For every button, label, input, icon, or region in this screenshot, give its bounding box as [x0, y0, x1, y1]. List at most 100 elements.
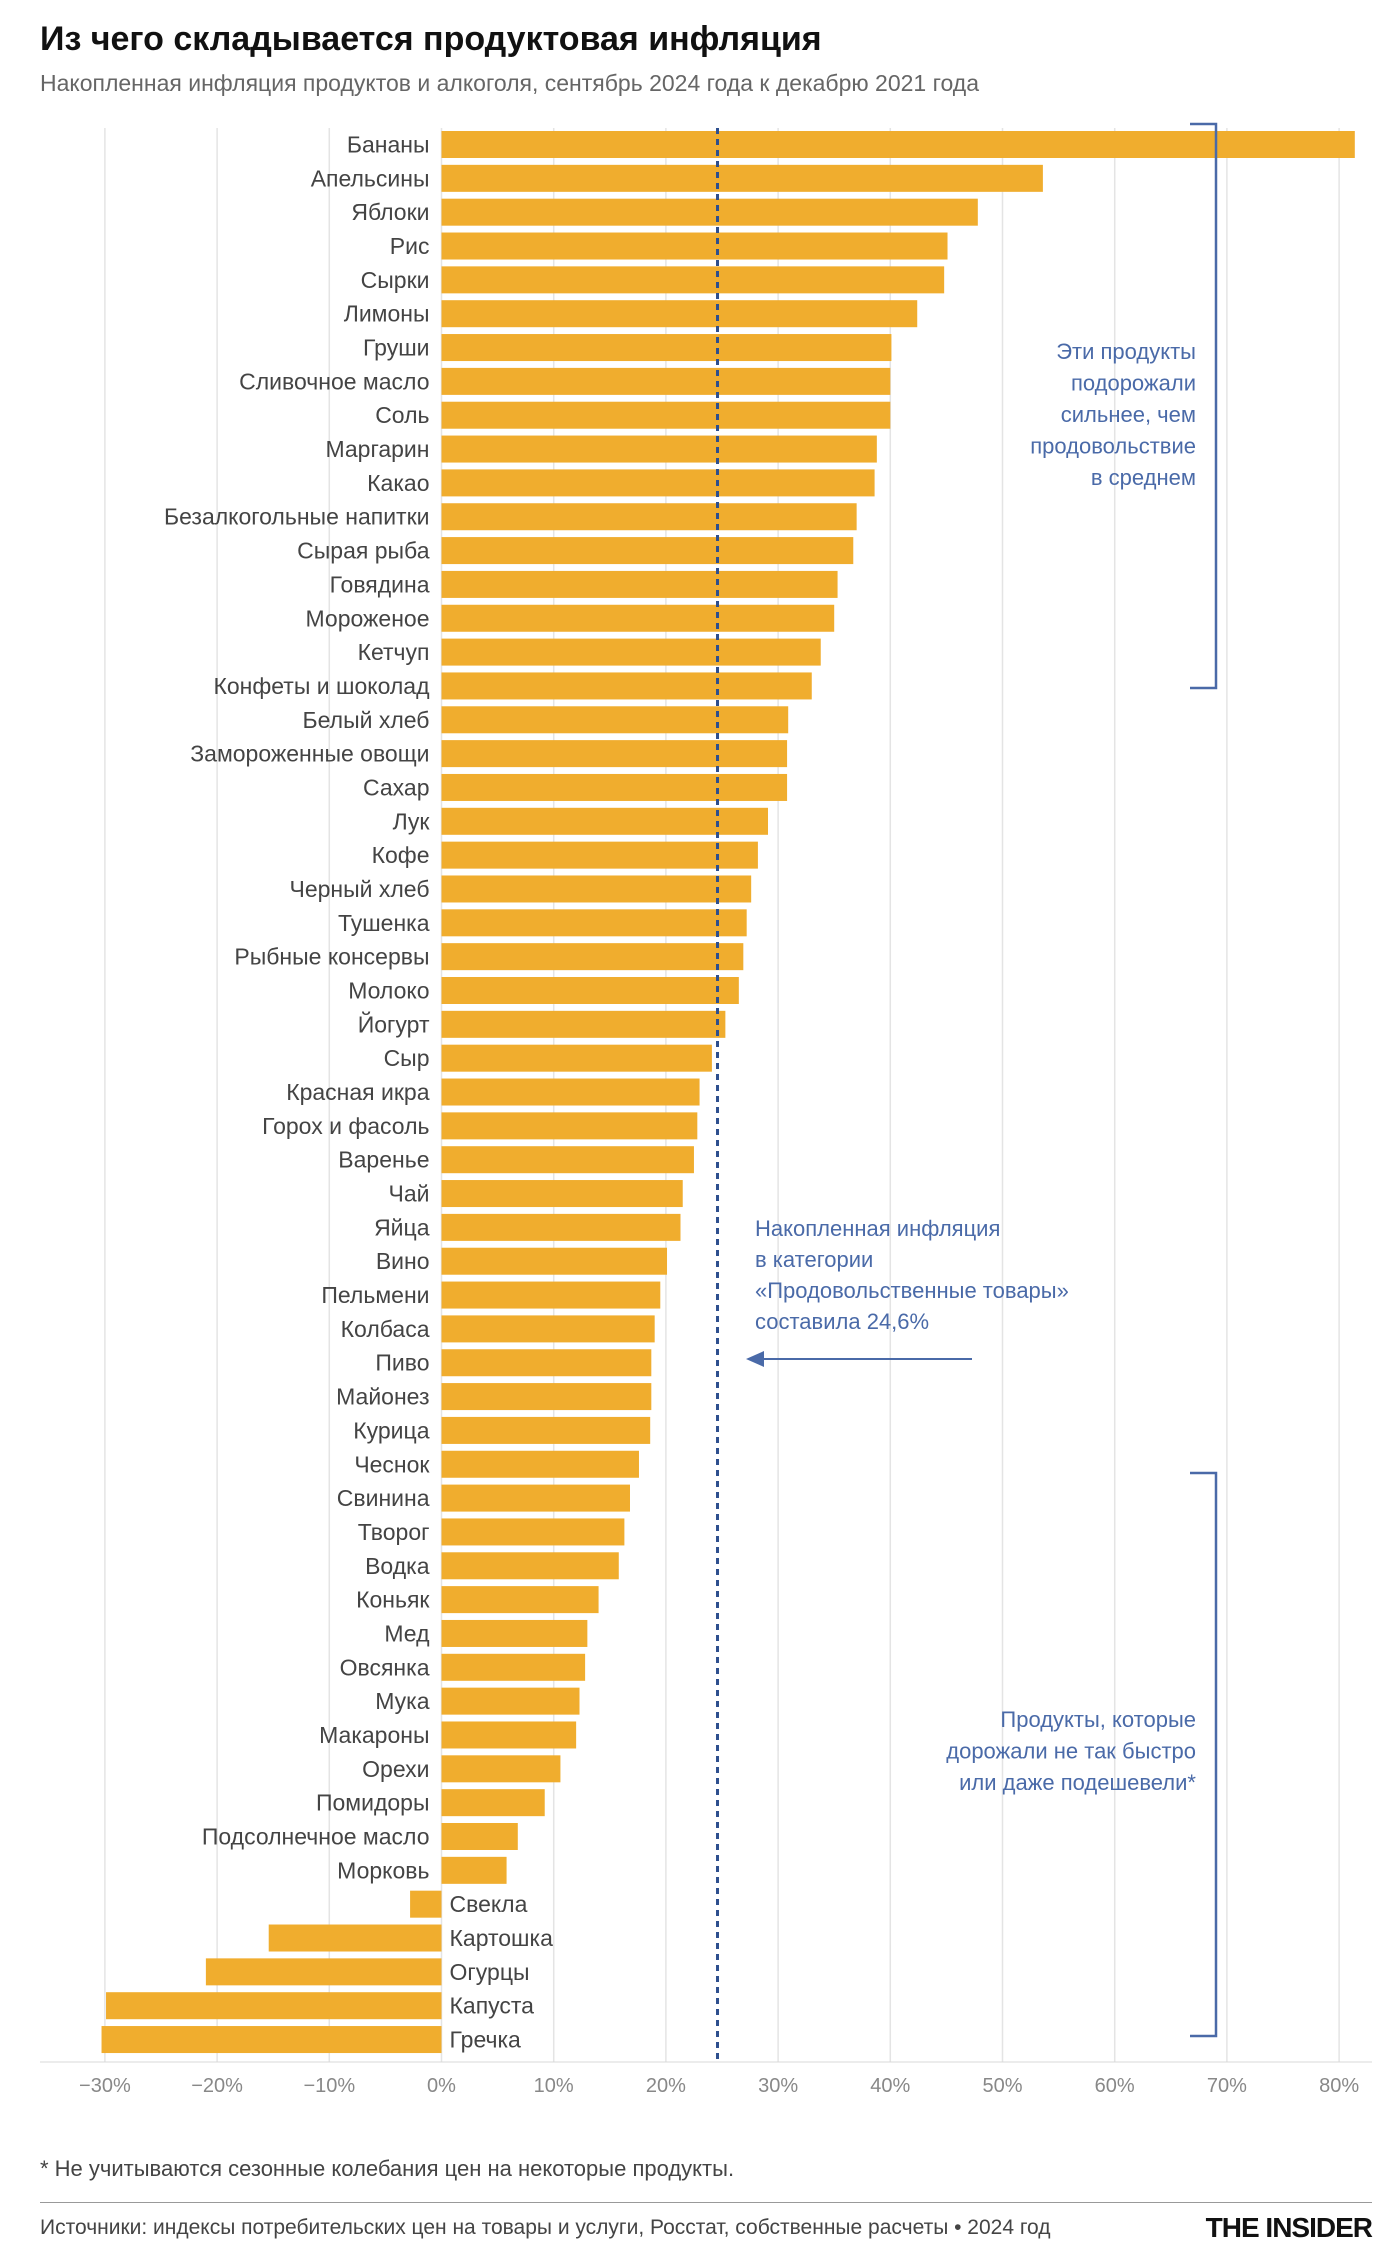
category-label: Горох и фасоль [262, 1113, 429, 1139]
category-label: Мед [384, 1620, 430, 1646]
bar [441, 1416, 651, 1444]
bar [441, 1247, 668, 1275]
category-label: Говядина [330, 571, 430, 597]
category-label: Вино [376, 1248, 430, 1274]
category-label: Кетчуп [358, 639, 430, 665]
x-tick-label: 70% [1207, 2075, 1247, 2097]
category-label: Конфеты и шоколад [213, 673, 430, 699]
bar [441, 1180, 683, 1208]
bar [441, 875, 752, 903]
x-tick-label: 30% [758, 2075, 798, 2097]
lower-group-annotation-line: или даже подешевели* [959, 1770, 1196, 1795]
category-label: Маргарин [325, 436, 429, 462]
category-label: Коньяк [356, 1587, 430, 1613]
bar [441, 367, 891, 395]
category-label: Варенье [338, 1147, 429, 1173]
x-tick-label: 50% [982, 2075, 1022, 2097]
bar [441, 672, 812, 700]
bar [441, 1518, 625, 1546]
category-label: Курица [353, 1417, 429, 1443]
bar [441, 1112, 698, 1140]
bar [441, 1586, 599, 1614]
category-label: Груши [363, 335, 430, 361]
bar [101, 2026, 442, 2054]
category-label: Лимоны [344, 301, 430, 327]
category-label: Сырки [361, 267, 430, 293]
x-tick-label: −30% [79, 2075, 131, 2097]
category-label: Апельсины [311, 165, 430, 191]
bar [441, 1721, 577, 1749]
bar [441, 1450, 639, 1478]
annotations: Накопленная инфляция в категории «Продовол… [746, 122, 1218, 2038]
category-label: Подсолнечное масло [202, 1824, 430, 1850]
bar [441, 1856, 507, 1884]
category-label: Яблоки [351, 199, 429, 225]
category-label: Мука [375, 1688, 429, 1714]
bar [441, 232, 948, 260]
reference-annotation-line: Накопленная инфляция [755, 1216, 1000, 1241]
category-label: Белый хлеб [303, 707, 430, 733]
bar [441, 1653, 586, 1681]
category-label: Лук [393, 808, 431, 834]
category-label: Рис [390, 233, 430, 259]
x-tick-label: −20% [191, 2075, 243, 2097]
upper-group-annotation-line: в среднем [1091, 465, 1196, 490]
category-label: Гречка [450, 2027, 522, 2053]
category-label: Пельмени [321, 1282, 429, 1308]
x-tick-label: 20% [646, 2075, 686, 2097]
bar [441, 1755, 561, 1783]
category-label: Картошка [450, 1925, 554, 1951]
bar [441, 1484, 630, 1512]
bar [441, 638, 821, 666]
category-label: Сыр [384, 1045, 430, 1071]
bar [441, 773, 788, 801]
bar [441, 706, 789, 734]
bar [410, 1890, 442, 1918]
category-label: Овсянка [340, 1654, 430, 1680]
bar [205, 1958, 442, 1986]
category-label: Соль [375, 402, 429, 428]
category-label: Сырая рыба [297, 538, 430, 564]
source-text: Источники: индексы потребительских цен н… [40, 2216, 1051, 2239]
category-label: Безалкогольные напитки [164, 504, 429, 530]
category-label: Капуста [450, 1993, 535, 2019]
bar [441, 1281, 661, 1309]
bar [441, 1552, 619, 1580]
bar-chart: Бананы Апельсины Яблоки Рис Сырки Лимоны Груши… [40, 122, 1372, 2097]
lower-group-annotation-line: дорожали не так быстро [946, 1739, 1196, 1764]
bar [441, 1619, 588, 1647]
bar [441, 1823, 518, 1850]
category-label: Черный хлеб [289, 876, 429, 902]
upper-group-annotation-line: Эти продукты [1056, 339, 1196, 364]
bar [441, 435, 877, 463]
bar [441, 401, 891, 429]
bar [268, 1924, 442, 1952]
category-label: Свекла [450, 1891, 528, 1917]
bar [441, 1044, 712, 1072]
lower-group-annotation-line: Продукты, которые [1000, 1707, 1196, 1732]
x-tick-label: 60% [1095, 2075, 1135, 2097]
bar [441, 977, 739, 1004]
upper-group-annotation-line: сильнее, чем [1061, 402, 1196, 427]
category-label: Свинина [337, 1485, 430, 1511]
bar [441, 1687, 580, 1715]
bar [441, 1789, 545, 1817]
category-label: Тушенка [338, 910, 430, 936]
category-label: Яйца [374, 1214, 430, 1240]
bar [106, 1992, 442, 2020]
bar [441, 164, 1043, 192]
chart-title: Из чего складывается продуктовая инфляци… [40, 20, 822, 58]
divider [40, 2202, 1372, 2203]
bar [441, 131, 1355, 158]
bar [441, 334, 892, 362]
bar [441, 266, 945, 294]
upper-group-annotation-line: продовольствие [1030, 434, 1196, 459]
category-label: Йогурт [358, 1010, 430, 1037]
category-label: Пиво [375, 1350, 429, 1376]
bar [441, 807, 769, 835]
bar [441, 1078, 700, 1106]
category-label: Творог [358, 1519, 430, 1545]
bar [441, 740, 788, 768]
x-tick-label: 80% [1319, 2075, 1359, 2097]
category-label: Бананы [347, 132, 430, 158]
